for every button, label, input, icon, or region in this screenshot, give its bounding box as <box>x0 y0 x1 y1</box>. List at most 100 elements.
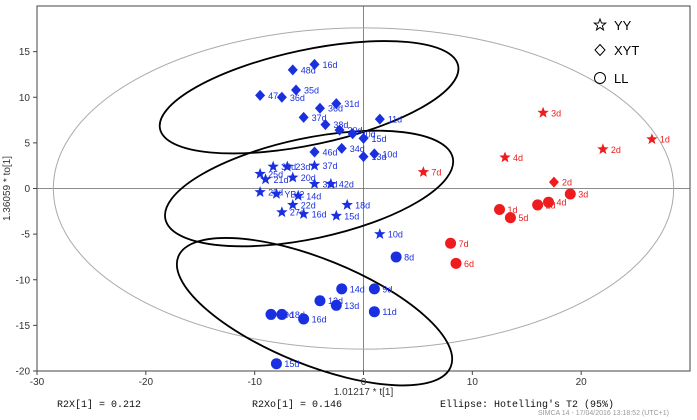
data-point-diamond <box>309 146 320 158</box>
data-point-label: 37d <box>312 113 327 123</box>
data-point-star <box>254 186 266 197</box>
x-tick-label: 20 <box>576 377 588 388</box>
data-point-diamond <box>276 91 287 103</box>
y-axis-label: 1.36059 * to[1] <box>2 156 13 221</box>
x-tick-label: -10 <box>247 377 262 388</box>
x-tick-label: 0 <box>361 377 367 388</box>
hotelling-ellipse <box>52 27 675 350</box>
data-point-star <box>270 188 283 199</box>
simca-stamp: SIMCA 14 - 17/04/2016 13:18:52 (UTC+1) <box>538 410 669 417</box>
y-tick-label: -15 <box>16 321 31 332</box>
data-point-label: 31d <box>344 99 359 109</box>
data-point-label: 19d <box>279 310 294 320</box>
x-axis-label: 1.01217 * t[1] <box>334 387 394 398</box>
data-point-diamond <box>336 142 347 154</box>
data-point-diamond <box>320 119 331 131</box>
data-point-label: 38d <box>333 120 348 130</box>
data-point-star <box>417 166 430 177</box>
data-point-diamond <box>298 111 309 123</box>
data-point-diamond <box>358 132 369 144</box>
data-point-label: 47d <box>268 91 283 101</box>
data-point-star <box>341 198 353 210</box>
data-point-label: 7d <box>431 168 441 178</box>
y-tick-label: 15 <box>19 47 31 58</box>
data-point-star <box>330 209 342 221</box>
data-point-label: 30d <box>348 126 363 136</box>
data-point-label: 42d <box>339 179 354 189</box>
data-point-label: 14d <box>350 284 365 294</box>
data-point-label: 11d <box>382 307 396 317</box>
group-ellipse-2 <box>164 129 455 248</box>
data-point-star <box>646 133 658 145</box>
data-point-circle <box>390 251 402 263</box>
data-point-label: 4d <box>513 153 523 163</box>
data-point-diamond <box>255 89 266 101</box>
data-point-label: 36d <box>328 104 343 114</box>
ellipse-caption: Ellipse: Hotelling's T2 (95%) <box>440 400 615 411</box>
y-tick-label: -5 <box>21 230 30 241</box>
data-point-label: 1d <box>508 205 518 215</box>
data-point-label: 14d <box>306 191 321 201</box>
data-point-label: 23d <box>295 162 310 172</box>
data-point-label: 21d <box>274 175 289 185</box>
data-point-label: 16d <box>312 210 327 220</box>
data-point-label: 3d <box>551 108 561 118</box>
data-point-label: 4d <box>557 198 567 208</box>
data-point-label: 10d <box>388 230 403 240</box>
data-point-star <box>281 160 293 172</box>
data-point-label: 2d <box>562 178 572 188</box>
data-point-label: 5d <box>518 213 528 223</box>
data-point-circle <box>368 306 380 318</box>
data-point-label: 37d <box>323 161 338 171</box>
data-point-diamond <box>358 151 369 163</box>
data-point-label: 48d <box>301 65 316 75</box>
data-point-diamond <box>314 102 325 114</box>
legend-marker-circle <box>594 72 606 84</box>
data-point-label: 10d <box>382 149 397 159</box>
data-point-circle <box>368 283 380 295</box>
data-point-diamond <box>334 124 345 136</box>
data-point-circle <box>276 308 288 320</box>
data-point-star <box>308 159 321 171</box>
data-point-circle <box>450 257 462 269</box>
legend-marker-diamond <box>594 43 606 57</box>
data-point-star <box>597 143 609 155</box>
data-point-label: 15d <box>372 134 387 144</box>
data-point-label: 35d <box>304 85 319 95</box>
data-point-label: 13d <box>372 152 387 162</box>
data-point-label: 11d <box>388 115 402 125</box>
data-point-star <box>254 167 266 179</box>
data-point-label: 27d <box>290 208 305 218</box>
data-point-label: 15d <box>344 211 359 221</box>
data-point-circle <box>504 212 516 224</box>
data-point-diamond <box>291 84 302 96</box>
y-tick-label: -20 <box>16 367 31 378</box>
data-point-diamond <box>331 98 342 110</box>
data-point-label: 6d <box>464 259 474 269</box>
data-point-circle <box>494 203 506 215</box>
data-point-star <box>374 228 386 239</box>
data-point-star <box>287 198 299 210</box>
data-point-label: 15d <box>284 359 299 369</box>
legend-label: XYT <box>614 43 639 58</box>
data-point-label: 3d <box>578 189 588 199</box>
data-point-label: 18d <box>355 200 370 210</box>
data-point-circle <box>265 308 277 320</box>
data-point-circle <box>543 196 555 208</box>
data-point-star <box>276 206 288 218</box>
data-point-diamond <box>347 128 358 140</box>
data-point-label: 2d <box>611 145 621 155</box>
data-point-label: 20d <box>361 129 376 139</box>
data-point-label: 34d <box>350 144 365 154</box>
y-tick-label: 0 <box>24 184 30 195</box>
data-point-diamond <box>309 58 320 70</box>
data-point-label: 2d <box>546 200 556 210</box>
data-point-circle <box>445 237 457 249</box>
y-tick-label: 5 <box>24 138 30 149</box>
r2xo-stat: R2Xo[1] = 0.146 <box>252 400 343 411</box>
data-point-star <box>308 177 321 189</box>
data-point-label: 16d <box>323 60 338 70</box>
data-point-circle <box>532 199 544 211</box>
data-point-circle <box>298 313 310 325</box>
